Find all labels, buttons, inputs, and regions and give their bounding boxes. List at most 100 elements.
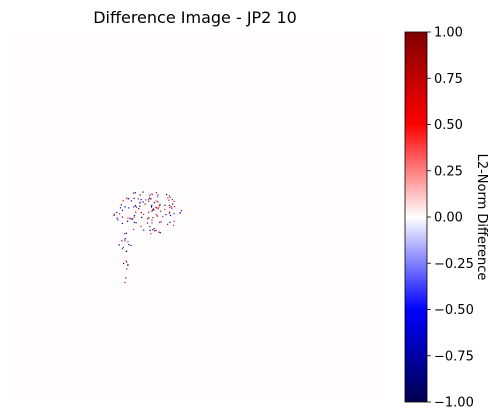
- speckle-pixel: [173, 200, 175, 202]
- speckle-pixel: [121, 240, 123, 242]
- speckle-pixel: [125, 250, 127, 252]
- image-speckles: [113, 191, 182, 284]
- speckle-pixel: [167, 223, 169, 225]
- speckle-pixel: [172, 203, 174, 205]
- speckle-pixel: [113, 214, 115, 216]
- speckle-pixel: [139, 201, 141, 203]
- speckle-pixel: [125, 277, 127, 279]
- speckle-pixel: [158, 231, 160, 233]
- speckle-pixel: [180, 210, 182, 212]
- speckle-pixel: [116, 211, 118, 214]
- colorbar-gradient: [404, 31, 428, 403]
- speckle-pixel: [152, 209, 154, 211]
- speckle-pixel: [127, 217, 129, 219]
- speckle-pixel: [167, 197, 169, 199]
- speckle-pixel: [149, 229, 151, 231]
- speckle-pixel: [139, 194, 141, 196]
- speckle-pixel: [150, 198, 152, 200]
- speckle-pixel: [125, 197, 128, 199]
- speckle-pixel: [127, 263, 129, 266]
- speckle-pixel: [142, 191, 144, 193]
- speckle-pixel: [151, 222, 153, 224]
- colorbar-ticks: 1.00 0.75 0.50 0.25 0.00 −0.25 −0.50 −0.75 −1.00: [427, 26, 474, 411]
- speckle-pixel: [179, 212, 181, 214]
- speckle-pixel: [164, 208, 166, 211]
- speckle-pixel: [168, 199, 170, 201]
- speckle-pixel: [148, 200, 150, 202]
- speckle-pixel: [155, 206, 157, 208]
- speckle-pixel: [127, 241, 129, 243]
- speckle-pixel: [150, 205, 152, 207]
- speckle-pixel: [169, 206, 171, 209]
- speckle-pixel: [133, 206, 135, 208]
- speckle-pixel: [153, 209, 155, 211]
- speckle-pixel: [124, 233, 126, 235]
- speckle-pixel: [119, 207, 122, 209]
- speckle-pixel: [121, 222, 123, 224]
- speckle-pixel: [147, 218, 149, 220]
- speckle-pixel: [149, 195, 151, 197]
- chart-title: Difference Image - JP2 10: [93, 8, 297, 27]
- speckle-pixel: [168, 195, 170, 197]
- speckle-pixel: [126, 261, 128, 263]
- speckle-pixel: [113, 213, 115, 215]
- colorbar-tick-label: 0.50: [434, 118, 463, 133]
- speckle-pixel: [159, 204, 161, 206]
- speckle-pixel: [121, 248, 124, 250]
- speckle-pixel: [126, 268, 128, 270]
- speckle-pixel: [132, 228, 135, 230]
- speckle-pixel: [146, 222, 149, 224]
- speckle-pixel: [149, 225, 151, 228]
- speckle-pixel: [156, 207, 158, 209]
- colorbar-label: L2-Norm Difference: [474, 154, 489, 281]
- speckle-pixel: [162, 216, 164, 218]
- image-background: [8, 32, 382, 402]
- speckle-pixel: [169, 214, 172, 216]
- speckle-pixel: [125, 232, 127, 234]
- speckle-pixel: [140, 225, 142, 227]
- speckle-pixel: [125, 260, 127, 262]
- speckle-pixel: [170, 205, 172, 207]
- speckle-pixel: [172, 224, 174, 226]
- speckle-pixel: [127, 264, 129, 266]
- speckle-pixel: [173, 206, 176, 208]
- speckle-pixel: [124, 206, 126, 208]
- colorbar-tick-label: 0.25: [434, 164, 463, 179]
- colorbar-tick-label: −0.50: [434, 303, 474, 318]
- speckle-pixel: [153, 202, 155, 204]
- speckle-pixel: [151, 219, 153, 221]
- speckle-pixel: [127, 220, 129, 222]
- speckle-pixel: [132, 218, 134, 220]
- speckle-pixel: [137, 198, 139, 200]
- speckle-pixel: [139, 205, 141, 207]
- speckle-pixel: [143, 213, 145, 216]
- colorbar-tick-label: −0.75: [434, 349, 474, 364]
- speckle-pixel: [171, 198, 173, 201]
- speckle-pixel: [155, 214, 157, 216]
- speckle-pixel: [145, 199, 147, 201]
- speckle-pixel: [133, 221, 135, 223]
- speckle-pixel: [160, 221, 162, 223]
- speckle-pixel: [155, 229, 157, 232]
- speckle-pixel: [171, 207, 173, 209]
- speckle-pixel: [168, 204, 170, 206]
- speckle-pixel: [168, 212, 170, 214]
- speckle-pixel: [173, 213, 175, 215]
- speckle-pixel: [156, 215, 158, 217]
- speckle-pixel: [133, 197, 135, 199]
- speckle-pixel: [124, 240, 126, 242]
- speckle-pixel: [159, 203, 161, 205]
- colorbar-tick-label: 1.00: [434, 26, 463, 41]
- colorbar: 1.00 0.75 0.50 0.25 0.00 −0.25 −0.50 −0.75 −1.00…: [404, 26, 489, 411]
- speckle-pixel: [140, 199, 142, 201]
- speckle-pixel: [154, 230, 156, 232]
- speckle-pixel: [159, 221, 161, 223]
- speckle-pixel: [133, 216, 135, 218]
- speckle-pixel: [160, 210, 162, 212]
- speckle-pixel: [124, 281, 126, 284]
- speckle-pixel: [116, 217, 118, 219]
- speckle-pixel: [149, 197, 151, 199]
- speckle-pixel: [165, 214, 167, 216]
- speckle-pixel: [135, 206, 137, 208]
